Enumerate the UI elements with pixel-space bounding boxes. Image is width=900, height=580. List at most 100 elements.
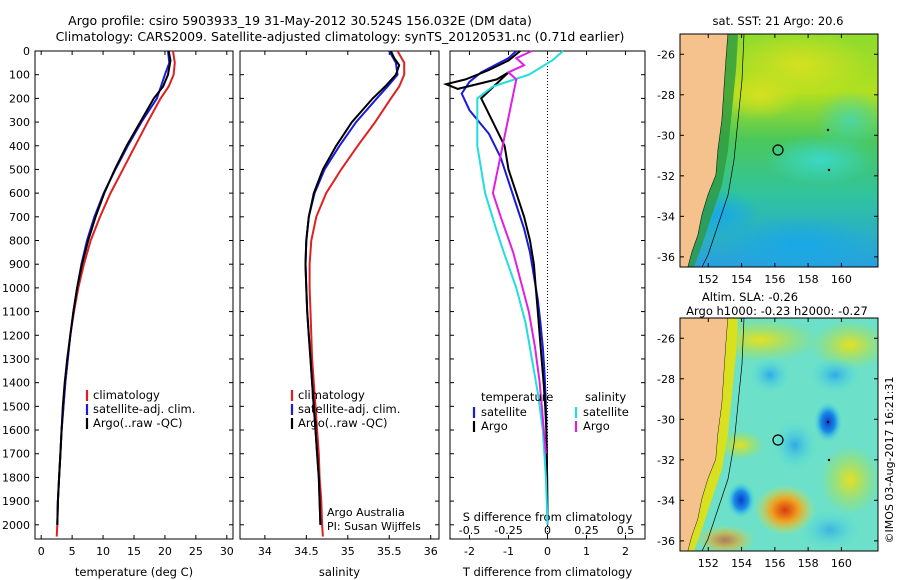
depth-tick-label: 300 xyxy=(9,116,30,129)
depth-tick-label: 1500 xyxy=(2,400,30,413)
sal-diff-tick-label: 0 xyxy=(544,524,551,537)
map-xtick-label: 158 xyxy=(798,557,819,570)
map-xtick-label: 152 xyxy=(698,557,719,570)
salinity-xtick-label: 35.5 xyxy=(377,545,402,558)
map-xtick-label: 156 xyxy=(764,273,785,286)
map-xtick-label: 158 xyxy=(798,273,819,286)
salinity-series-climatology xyxy=(308,50,406,537)
depth-tick-label: 700 xyxy=(9,211,30,224)
diff-legend-label: satellite xyxy=(583,405,629,419)
sal-diff-tick-label: 0.25 xyxy=(574,524,599,537)
diff-legend-label: satellite xyxy=(481,405,527,419)
imos-timestamp: ©IMOS 03-Aug-2017 16:21:31 xyxy=(883,377,896,544)
sal-diff-tick-label: -0.25 xyxy=(494,524,522,537)
sla-map-title-line2: Argo h1000: -0.23 h2000: -0.27 xyxy=(686,304,868,318)
map-xtick-label: 160 xyxy=(831,273,852,286)
temperature-xtick-label: 20 xyxy=(158,545,172,558)
depth-tick-label: 1700 xyxy=(2,448,30,461)
difference-panel: -2 -1 0 1 2 T difference from climatology -0.5… xyxy=(442,50,646,579)
depth-tick-label: 200 xyxy=(9,92,30,105)
map-xtick-label: 152 xyxy=(698,273,719,286)
depth-tick-label: 100 xyxy=(9,69,30,82)
difference-series-t-argo xyxy=(442,50,549,525)
sla-map: Altim. SLA: -0.26 Argo h1000: -0.23 h200… xyxy=(657,290,879,570)
salinity-xlabel: salinity xyxy=(319,565,360,579)
salinity-panel: 34 34.5 35 35.5 36 salinity climatologysatelli… xyxy=(239,50,440,579)
legend-label: satellite-adj. clim. xyxy=(93,402,195,416)
difference-xtick-label: 1 xyxy=(583,545,590,558)
salinity-xtick-label: 35 xyxy=(341,545,355,558)
diff-legend-header: salinity xyxy=(585,390,626,404)
depth-tick-label: 1000 xyxy=(2,282,30,295)
diff-legend-label: Argo xyxy=(583,419,610,433)
map-ytick-label: -30 xyxy=(657,129,675,142)
sal-diff-tick-label: 0.5 xyxy=(617,524,635,537)
depth-tick-label: 1200 xyxy=(2,329,30,342)
depth-tick-label: 1600 xyxy=(2,424,30,437)
map-xtick-label: 154 xyxy=(731,557,752,570)
map-ytick-label: -34 xyxy=(657,210,675,223)
salinity-axes-frame xyxy=(239,50,440,540)
temperature-panel: 0100200300400500600700800900100011001200… xyxy=(2,45,234,579)
sla-map-title-line1: Altim. SLA: -0.26 xyxy=(702,290,798,304)
salinity-xtick-label: 34 xyxy=(258,545,272,558)
difference-xtick-label: 0 xyxy=(544,545,551,558)
depth-tick-label: 2000 xyxy=(2,519,30,532)
diff-legend-label: Argo xyxy=(481,419,508,433)
figure-title-line1: Argo profile: csiro 5903933_19 31-May-20… xyxy=(68,13,532,28)
temperature-xtick-label: 0 xyxy=(38,545,45,558)
temperature-xtick-label: 5 xyxy=(69,545,76,558)
depth-tick-label: 500 xyxy=(9,163,30,176)
sla-argo-marker xyxy=(772,434,784,446)
depth-tick-label: 1100 xyxy=(2,306,30,319)
temperature-xtick-label: 10 xyxy=(96,545,110,558)
sal-diff-tick-label: -0.5 xyxy=(459,524,480,537)
legend-label: Argo(..raw -QC) xyxy=(298,416,388,430)
depth-tick-label: 400 xyxy=(9,140,30,153)
salinity-annotation: Argo Australia xyxy=(327,506,405,519)
depth-tick-label: 0 xyxy=(23,45,30,58)
map-ytick-label: -30 xyxy=(657,413,675,426)
temperature-xtick-label: 15 xyxy=(127,545,141,558)
legend-label: climatology xyxy=(93,388,160,402)
map-ytick-label: -28 xyxy=(657,373,675,386)
map-ytick-label: -26 xyxy=(657,332,675,345)
depth-tick-label: 1900 xyxy=(2,495,30,508)
salinity-xtick-label: 36 xyxy=(424,545,438,558)
difference-series-s-argo xyxy=(491,50,547,454)
sst-map: sat. SST: 21 Argo: 20.6 152 154 156 158 160 -… xyxy=(657,14,879,286)
temperature-xlabel: temperature (deg C) xyxy=(75,565,193,579)
map-xtick-label: 160 xyxy=(831,557,852,570)
difference-series-s-satellite xyxy=(476,50,564,525)
temperature-series-argo-raw-qc- xyxy=(56,50,172,525)
temperature-xtick-label: 30 xyxy=(220,545,234,558)
map-ytick-label: -26 xyxy=(657,48,675,61)
depth-tick-label: 1300 xyxy=(2,353,30,366)
depth-tick-label: 1400 xyxy=(2,377,30,390)
map-ytick-label: -32 xyxy=(657,454,675,467)
map-ytick-label: -32 xyxy=(657,170,675,183)
depth-tick-label: 1800 xyxy=(2,471,30,484)
difference-xtick-label: 2 xyxy=(622,545,629,558)
map-ytick-label: -28 xyxy=(657,89,675,102)
salinity-series-argo-raw-qc- xyxy=(304,50,401,525)
map-ytick-label: -34 xyxy=(657,494,675,507)
diff-legend-header: temperature xyxy=(481,390,553,404)
map-ytick-label: -36 xyxy=(657,535,675,548)
legend-label: climatology xyxy=(298,388,365,402)
temperature-axes-frame xyxy=(34,50,234,540)
sst-argo-marker xyxy=(772,144,784,156)
salinity-xtick-label: 34.5 xyxy=(294,545,319,558)
map-xtick-label: 156 xyxy=(764,557,785,570)
depth-tick-label: 600 xyxy=(9,187,30,200)
map-ytick-label: -36 xyxy=(657,251,675,264)
depth-tick-label: 800 xyxy=(9,235,30,248)
difference-xtick-label: -2 xyxy=(464,545,475,558)
map-xtick-label: 154 xyxy=(731,273,752,286)
temperature-xtick-label: 25 xyxy=(189,545,203,558)
salinity-annotation: PI: Susan Wijffels xyxy=(327,520,421,533)
depth-tick-label: 900 xyxy=(9,258,30,271)
legend-label: satellite-adj. clim. xyxy=(298,402,400,416)
difference-xlabel: T difference from climatology xyxy=(462,565,633,579)
